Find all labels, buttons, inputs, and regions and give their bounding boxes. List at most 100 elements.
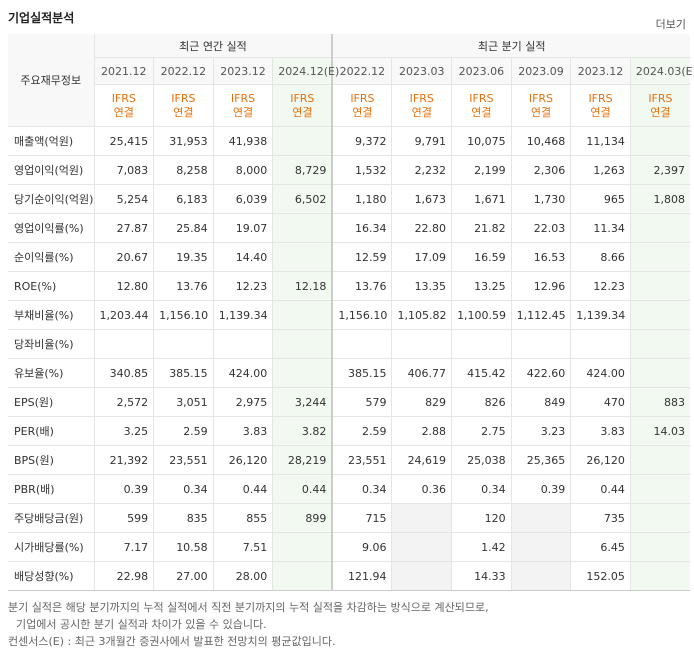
cell: 41,938 xyxy=(212,126,273,156)
cell: 19.35 xyxy=(153,242,214,272)
cell: 0.34 xyxy=(331,474,392,504)
data-row: 시가배당률(%) 7.17 10.58 7.51 9.06 1.42 6.45 xyxy=(8,532,690,562)
row-label: 당좌비율(%) xyxy=(8,329,94,359)
cell: 14.33 xyxy=(451,561,512,591)
row-label: BPS(원) xyxy=(8,445,94,475)
period: 2023.12 xyxy=(570,57,631,85)
cell: 2,232 xyxy=(391,155,452,185)
cell: 22.03 xyxy=(510,213,571,243)
scope-label: 연결 xyxy=(173,105,194,119)
cell xyxy=(510,532,571,562)
cell: 1,156.10 xyxy=(331,300,392,330)
cell xyxy=(629,242,690,272)
cell: 121.94 xyxy=(331,561,392,591)
cell: 1,139.34 xyxy=(570,300,631,330)
cell: 12.80 xyxy=(93,271,154,301)
cell: 849 xyxy=(510,387,571,417)
period: 2024.12(E) xyxy=(272,57,339,85)
data-row: 당기순이익(억원) 5,254 6,183 6,039 6,502 1,180 1,673 1… xyxy=(8,184,690,214)
cell: 579 xyxy=(331,387,392,417)
cell xyxy=(391,329,452,359)
basis-label: IFRS xyxy=(230,91,256,105)
data-row: 부채비율(%) 1,203.44 1,156.10 1,139.34 1,156.10 1… xyxy=(8,300,690,330)
cell: 27.00 xyxy=(153,561,214,591)
cell: 7.51 xyxy=(212,532,273,562)
cell xyxy=(629,271,690,301)
basis: IFRS 연결 xyxy=(212,84,273,127)
cell: 715 xyxy=(331,503,392,533)
more-link[interactable]: 더보기 xyxy=(655,18,686,31)
cell: 385.15 xyxy=(331,358,392,388)
data-row: 순이익률(%) 20.67 19.35 14.40 12.59 17.09 16.59 16.… xyxy=(8,242,690,272)
cell: 899 xyxy=(272,503,333,533)
basis: IFRS 연결 xyxy=(93,84,154,127)
cell: 735 xyxy=(570,503,631,533)
cell: 24,619 xyxy=(391,445,452,475)
cell: 5,254 xyxy=(93,184,154,214)
cell: 28,219 xyxy=(272,445,333,475)
scope-label: 연결 xyxy=(471,105,492,119)
basis: IFRS 연결 xyxy=(570,84,631,127)
cell: 21.82 xyxy=(451,213,512,243)
data-row: 매출액(억원) 25,415 31,953 41,938 9,372 9,791 10,07… xyxy=(8,126,690,156)
cell: 10.58 xyxy=(153,532,214,562)
basis: IFRS 연결 xyxy=(153,84,214,127)
cell: 406.77 xyxy=(391,358,452,388)
cell: 1,730 xyxy=(510,184,571,214)
group-header: 최근 분기 실적 xyxy=(331,34,690,58)
cell: 2,572 xyxy=(93,387,154,417)
cell: 20.67 xyxy=(93,242,154,272)
basis-label: IFRS xyxy=(648,91,673,105)
period: 2024.03(E) xyxy=(629,57,694,85)
cell: 9,372 xyxy=(331,126,392,156)
cell: 6,039 xyxy=(212,184,273,214)
cell: 3.25 xyxy=(93,416,154,446)
cell: 13.76 xyxy=(331,271,392,301)
basis: IFRS 연결 xyxy=(272,84,333,127)
cell xyxy=(629,358,690,388)
corner-header: 주요재무정보 xyxy=(8,34,94,127)
cell: 8,258 xyxy=(153,155,214,185)
scope-label: 연결 xyxy=(113,105,134,119)
cell: 8.66 xyxy=(570,242,631,272)
cell: 883 xyxy=(629,387,690,417)
cell: 385.15 xyxy=(153,358,214,388)
cell xyxy=(272,300,333,330)
cell: 23,551 xyxy=(153,445,214,475)
cell: 14.03 xyxy=(629,416,690,446)
cell: 1,203.44 xyxy=(93,300,154,330)
period: 2022.12 xyxy=(153,57,214,85)
cell: 0.44 xyxy=(570,474,631,504)
cell: 25,365 xyxy=(510,445,571,475)
cell: 340.85 xyxy=(93,358,154,388)
cell: 12.96 xyxy=(510,271,571,301)
basis: IFRS 연결 xyxy=(451,84,512,127)
cell xyxy=(510,561,571,591)
scope-label: 연결 xyxy=(352,105,373,119)
cell: 415.42 xyxy=(451,358,512,388)
cell: 26,120 xyxy=(212,445,273,475)
scope-label: 연결 xyxy=(590,105,611,119)
period: 2022.12 xyxy=(331,57,392,85)
basis-label: IFRS xyxy=(290,91,315,105)
basis: IFRS 연결 xyxy=(331,84,392,127)
data-row: PBR(배) 0.39 0.34 0.44 0.44 0.34 0.36 0.34 0.39 0.… xyxy=(8,474,690,504)
cell: 12.23 xyxy=(212,271,273,301)
cell xyxy=(391,532,452,562)
cell: 25,038 xyxy=(451,445,512,475)
cell: 7,083 xyxy=(93,155,154,185)
cell: 10,075 xyxy=(451,126,512,156)
row-label: PBR(배) xyxy=(8,474,94,504)
cell: 13.35 xyxy=(391,271,452,301)
cell: 120 xyxy=(451,503,512,533)
cell: 599 xyxy=(93,503,154,533)
cell: 23,551 xyxy=(331,445,392,475)
basis-label: IFRS xyxy=(111,91,136,105)
cell: 21,392 xyxy=(93,445,154,475)
cell: 2,397 xyxy=(629,155,690,185)
data-row: 영업이익률(%) 27.87 25.84 19.07 16.34 22.80 21.82 22… xyxy=(8,213,690,243)
cell xyxy=(272,532,333,562)
cell xyxy=(272,242,333,272)
basis: IFRS 연결 xyxy=(510,84,571,127)
cell: 1,263 xyxy=(570,155,631,185)
